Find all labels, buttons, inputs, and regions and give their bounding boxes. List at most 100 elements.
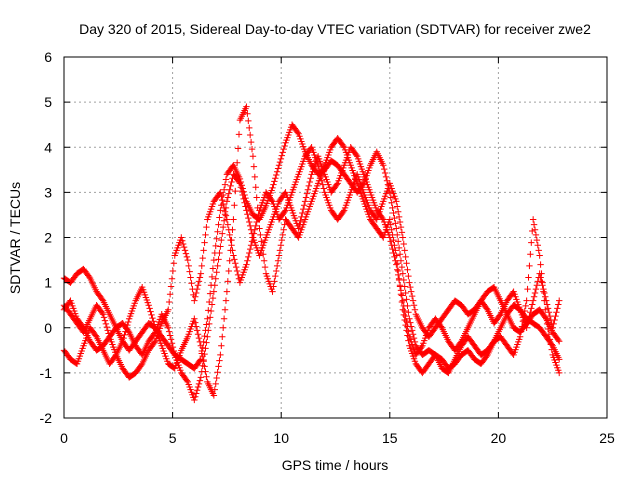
data-point xyxy=(244,110,251,117)
data-point xyxy=(279,149,286,156)
data-point xyxy=(528,239,535,246)
data-point xyxy=(227,247,234,254)
data-point xyxy=(538,278,545,285)
data-point xyxy=(320,185,327,192)
data-point xyxy=(206,290,214,297)
data-point xyxy=(85,273,93,281)
data-point xyxy=(254,204,261,212)
data-point xyxy=(244,211,251,218)
data-point xyxy=(210,256,218,264)
data-point xyxy=(165,328,173,335)
data-point xyxy=(516,333,524,340)
data-point xyxy=(211,282,218,289)
data-point xyxy=(79,323,86,330)
x-tick-label: 0 xyxy=(60,430,68,446)
data-point xyxy=(235,131,243,138)
data-point xyxy=(224,278,232,285)
data-point xyxy=(390,209,397,217)
data-point xyxy=(340,208,347,215)
data-point xyxy=(243,261,250,268)
data-point xyxy=(149,314,156,322)
data-point xyxy=(399,270,407,277)
data-point xyxy=(181,247,189,254)
data-point xyxy=(210,288,218,295)
data-point xyxy=(195,278,203,285)
data-point xyxy=(104,327,111,334)
data-point xyxy=(99,311,107,318)
data-point xyxy=(208,273,216,281)
data-point xyxy=(418,343,425,351)
data-point xyxy=(232,187,239,195)
data-point xyxy=(394,208,402,215)
data-point xyxy=(121,331,128,339)
y-tick-label: 0 xyxy=(44,320,52,336)
data-point xyxy=(395,244,403,252)
data-point xyxy=(201,239,208,246)
data-point xyxy=(302,194,310,201)
data-point xyxy=(273,171,280,179)
data-point xyxy=(230,252,237,259)
data-point xyxy=(219,223,227,231)
data-point xyxy=(529,297,537,304)
x-tick-label: 20 xyxy=(491,430,507,446)
data-point xyxy=(203,223,210,231)
data-point xyxy=(228,236,235,244)
data-point xyxy=(233,159,241,166)
data-point xyxy=(398,263,406,271)
data-point xyxy=(404,323,411,330)
data-point xyxy=(530,293,538,301)
data-point xyxy=(382,173,390,181)
data-point xyxy=(192,289,200,297)
data-point xyxy=(260,251,267,258)
data-point xyxy=(244,257,251,264)
data-point xyxy=(258,238,265,245)
data-point xyxy=(531,226,539,233)
data-point xyxy=(238,187,245,195)
data-point xyxy=(188,280,195,287)
data-point xyxy=(400,302,407,310)
data-point xyxy=(191,315,198,322)
data-point xyxy=(213,269,220,276)
data-point xyxy=(168,340,176,347)
data-point xyxy=(230,216,237,223)
data-point xyxy=(192,319,199,326)
data-point xyxy=(227,182,234,190)
data-point xyxy=(228,178,235,186)
data-point xyxy=(386,216,393,223)
data-point xyxy=(542,314,549,321)
data-point xyxy=(226,231,233,239)
data-point xyxy=(297,217,304,224)
y-tick-label: 1 xyxy=(44,275,52,291)
data-point xyxy=(303,190,311,197)
data-point xyxy=(223,198,231,205)
data-point xyxy=(252,184,259,191)
data-point xyxy=(169,267,177,275)
data-point xyxy=(275,162,283,169)
data-point xyxy=(242,203,249,210)
data-point xyxy=(537,261,544,268)
data-point xyxy=(221,306,229,313)
data-point xyxy=(192,393,199,400)
data-point xyxy=(403,318,410,325)
data-point xyxy=(184,256,192,264)
data-point xyxy=(203,321,210,328)
data-point xyxy=(408,288,415,295)
data-point xyxy=(276,158,284,166)
data-point xyxy=(243,103,250,110)
data-point xyxy=(277,155,285,163)
data-point xyxy=(295,225,302,232)
data-point xyxy=(249,153,257,160)
data-point xyxy=(237,184,245,191)
axes: 0 5 10 15 20 25 -2 -1 0 1 2 3 4 5 6 xyxy=(40,49,615,446)
x-tick-label: 10 xyxy=(273,430,289,446)
data-point xyxy=(437,323,445,330)
data-point xyxy=(92,332,99,339)
data-point xyxy=(218,193,225,200)
data-point xyxy=(233,263,240,271)
data-point xyxy=(224,221,232,228)
data-point xyxy=(215,221,222,228)
data-point xyxy=(166,332,174,339)
data-point xyxy=(213,374,220,382)
data-point xyxy=(223,288,231,295)
